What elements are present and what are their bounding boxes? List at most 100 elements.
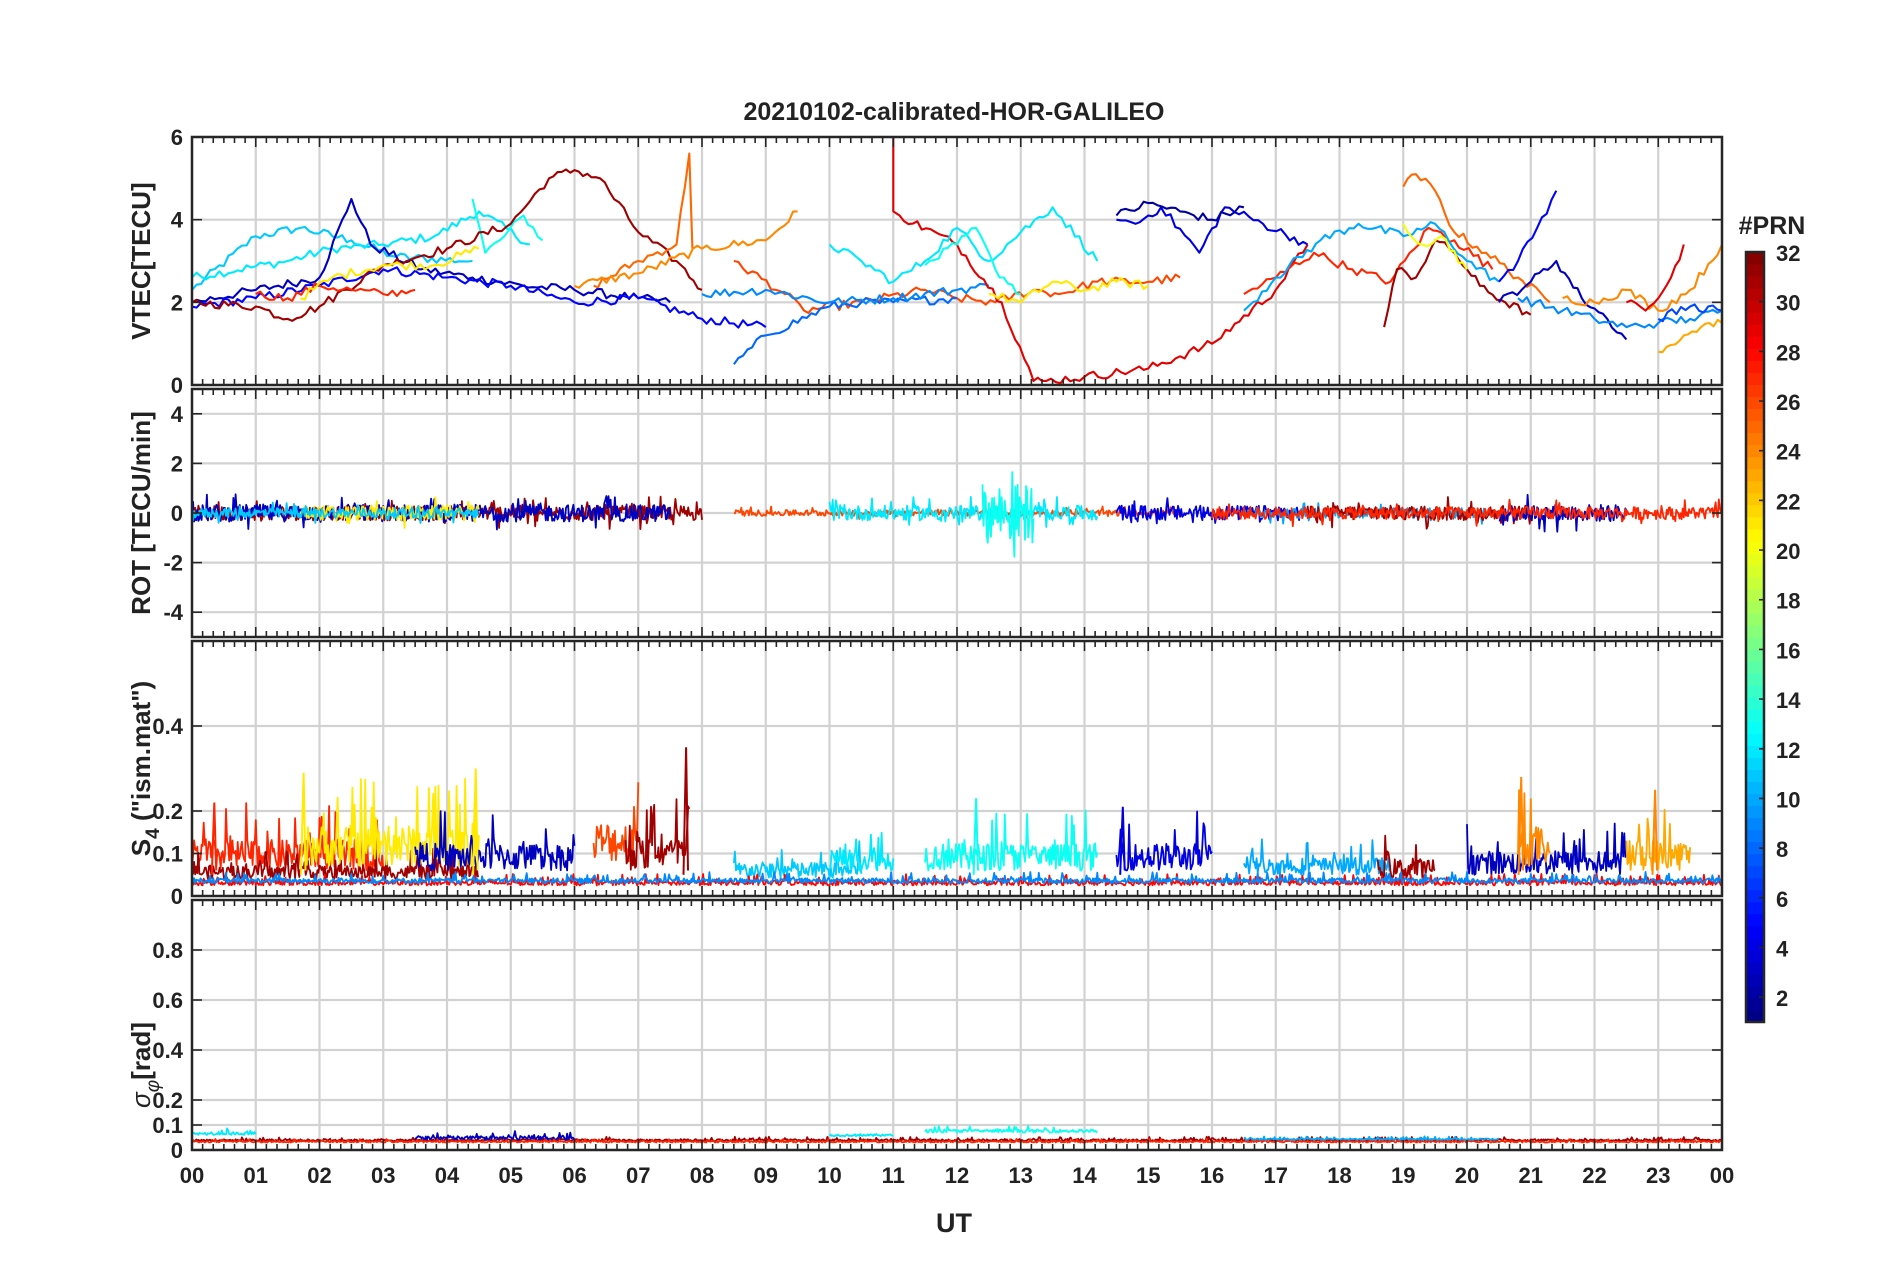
vtec-series-prn-5	[1498, 190, 1558, 283]
s4-peak-prn-31	[682, 747, 689, 875]
colorbar-segment	[1746, 841, 1764, 855]
x-tick-label: 20	[1455, 1163, 1479, 1188]
s4-series-prn-31	[624, 798, 691, 871]
colorbar-segment	[1746, 709, 1764, 722]
colorbar-label: #PRN	[1739, 212, 1806, 240]
axes-frame	[190, 898, 1724, 1152]
vtec-series-prn-12	[828, 206, 1099, 285]
vtec-series-prn-29	[1626, 244, 1685, 312]
vtec-series-prn-21	[300, 245, 480, 301]
y-label-subscript: 4	[143, 828, 164, 839]
y-axis-label: σφ[rad]	[126, 1022, 164, 1108]
rot-series-prn-21	[299, 496, 480, 529]
sigphi-series-prn-12	[192, 1127, 257, 1136]
colorbar-segment	[1746, 781, 1764, 795]
x-tick-label: 10	[817, 1163, 841, 1188]
s4-series-prn-31	[192, 847, 479, 880]
panel-sigphi: 00.10.2 0.4 0.6 0.8 σφ[rad]	[126, 898, 1724, 1163]
colorbar-segment	[1746, 576, 1764, 590]
colorbar-segment	[1746, 697, 1764, 710]
s4-series-prn-9	[192, 871, 1722, 885]
data-layer	[192, 137, 1722, 385]
colorbar-segment	[1746, 264, 1764, 277]
x-tick-label: 07	[626, 1163, 650, 1188]
colorbar-segment	[1746, 793, 1764, 807]
colorbar-segment	[1746, 360, 1764, 373]
axes-frame	[190, 639, 1724, 898]
y-tick-label: -4	[163, 600, 183, 625]
s4-peak-prn-21	[300, 772, 307, 875]
x-tick-label: 05	[499, 1163, 523, 1188]
colorbar-tick-label: 28	[1776, 340, 1800, 365]
colorbar-segment	[1746, 528, 1764, 542]
colorbar-segment	[1746, 817, 1764, 831]
s4-series-prn-3	[414, 810, 576, 872]
colorbar-segment	[1746, 769, 1764, 782]
colorbar-tick-label: 18	[1776, 589, 1800, 614]
rot-series-prn-12	[828, 496, 1099, 528]
colorbar-segment	[1746, 805, 1764, 819]
colorbar-segment	[1746, 985, 1764, 999]
colorbar-segment	[1746, 829, 1764, 843]
colorbar-segment	[1746, 312, 1764, 325]
colorbar-segment	[1746, 588, 1764, 602]
x-tick-label: 01	[244, 1163, 268, 1188]
y-label-part: ("ism.mat")	[126, 681, 156, 828]
colorbar-segment	[1746, 877, 1764, 891]
colorbar-segment	[1746, 673, 1764, 686]
vtec-series-prn-7	[1657, 303, 1722, 323]
colorbar-segment	[1746, 504, 1764, 518]
x-tick-label: 08	[690, 1163, 714, 1188]
colorbar-segment	[1746, 745, 1764, 758]
y-tick-label: 6	[171, 125, 183, 150]
y-tick-label: 0.4	[152, 714, 183, 739]
s4-peak-prn-24	[1517, 776, 1525, 875]
colorbar-segment	[1746, 949, 1764, 963]
sigphi-series-prn-10	[1243, 1135, 1500, 1141]
rot-series-prn-27	[1211, 498, 1722, 528]
colorbar-segment	[1746, 552, 1764, 566]
y-tick-label: 0	[171, 884, 183, 909]
x-tick-label: 00	[180, 1163, 204, 1188]
colorbar-tick-label: 4	[1776, 936, 1789, 961]
vtec-series-prn-2	[1115, 200, 1245, 222]
colorbar-segment	[1746, 937, 1764, 951]
colorbar-segment	[1746, 540, 1764, 554]
vtec-series-prn-4	[1116, 206, 1309, 254]
x-tick-label: 11	[882, 1163, 905, 1188]
x-tick-label: 02	[307, 1163, 331, 1188]
sigphi-series-prn-12	[828, 1133, 894, 1138]
y-tick-label: 2	[171, 451, 183, 476]
vtec-series-prn-24	[574, 210, 798, 289]
rot-series-prn-13	[981, 471, 1035, 558]
colorbar-segment	[1746, 865, 1764, 879]
colorbar-segment	[1746, 492, 1764, 506]
vtec-series-prn-9	[1517, 296, 1722, 329]
colorbar-segment	[1746, 456, 1764, 470]
x-tick-label: 17	[1264, 1163, 1288, 1188]
colorbar-segment	[1746, 853, 1764, 867]
panel-rot: -4 -2 0 2 4 ROT [TECU/min]	[126, 387, 1724, 639]
x-tick-label: 15	[1136, 1163, 1160, 1188]
vtec-series-prn-29	[892, 137, 1309, 385]
colorbar-tick-label: 2	[1776, 986, 1788, 1011]
s4-series-prn-23	[1625, 808, 1691, 872]
colorbar-segment	[1746, 997, 1764, 1011]
colorbar-segment	[1746, 300, 1764, 313]
colorbar-segment	[1746, 288, 1764, 301]
x-tick-label: 16	[1200, 1163, 1224, 1188]
colorbar-segment	[1746, 324, 1764, 337]
vtec-series-prn-3	[1498, 259, 1628, 341]
colorbar-segment	[1746, 480, 1764, 494]
colorbar-tick-label: 14	[1776, 688, 1801, 713]
y-tick-label: 0.2	[152, 799, 183, 824]
y-tick-label: 0.8	[152, 938, 183, 963]
y-label-unit: [rad]	[126, 1022, 156, 1080]
s4-peak-prn-24	[1651, 789, 1658, 875]
sigphi-series-prn-13	[924, 1125, 1098, 1134]
colorbar-segment	[1746, 925, 1764, 939]
colorbar-segment	[1746, 516, 1764, 530]
s4-series-prn-11	[733, 840, 863, 880]
